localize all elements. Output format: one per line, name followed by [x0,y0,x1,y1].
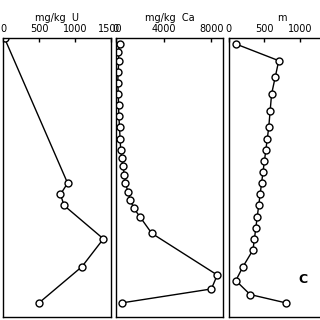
X-axis label: mg/kg  U: mg/kg U [35,13,79,23]
Text: C: C [299,273,308,286]
X-axis label: mg/kg  Ca: mg/kg Ca [145,13,195,23]
X-axis label: m: m [277,13,287,23]
